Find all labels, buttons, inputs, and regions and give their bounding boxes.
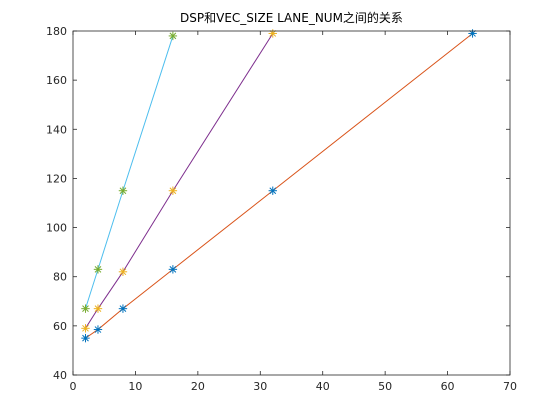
x-tick-label: 50 [378, 380, 392, 393]
x-tick-label: 30 [253, 380, 267, 393]
series-2-point [81, 324, 90, 333]
x-tick-label: 0 [70, 380, 77, 393]
x-tick-label: 40 [316, 380, 330, 393]
series-3-point [168, 31, 178, 41]
axes-box [72, 30, 511, 376]
series-layer [81, 29, 477, 343]
y-tick-label: 160 [46, 74, 67, 87]
chart-title: DSP和VEC_SIZE LANE_NUM之间的关系 [180, 10, 403, 25]
series-3-point [118, 186, 128, 195]
series-3-point [81, 304, 90, 313]
series-2-point [118, 267, 128, 276]
y-tick-label: 40 [53, 369, 67, 382]
series-1-point [93, 325, 103, 334]
y-tick-label: 60 [53, 320, 67, 333]
series-3-line [85, 35, 174, 309]
series-2-point [168, 186, 178, 195]
series-3-point [93, 265, 103, 274]
plot-background [73, 31, 510, 375]
y-tick-label: 140 [46, 123, 67, 136]
y-axis: 40 60 80 100 120 140 160 180 [46, 25, 510, 382]
series-1-point [468, 29, 477, 38]
x-tick-label: 10 [128, 380, 142, 393]
series-1-point [168, 265, 178, 274]
x-tick-label: 60 [441, 380, 455, 393]
y-tick-label: 100 [46, 222, 67, 235]
x-tick-label: 20 [191, 380, 205, 393]
series-1-point [81, 333, 90, 343]
series-1-point [118, 304, 128, 313]
series-2-point [93, 304, 103, 313]
x-tick-label: 70 [503, 380, 517, 393]
series-2-point [268, 29, 277, 38]
x-axis: 0 10 20 30 40 50 60 70 [70, 31, 517, 393]
y-tick-label: 180 [46, 25, 67, 38]
y-tick-label: 120 [46, 172, 67, 185]
axes-layer [72, 30, 511, 376]
y-tick-label: 80 [53, 271, 67, 284]
series-1-point [268, 186, 277, 195]
